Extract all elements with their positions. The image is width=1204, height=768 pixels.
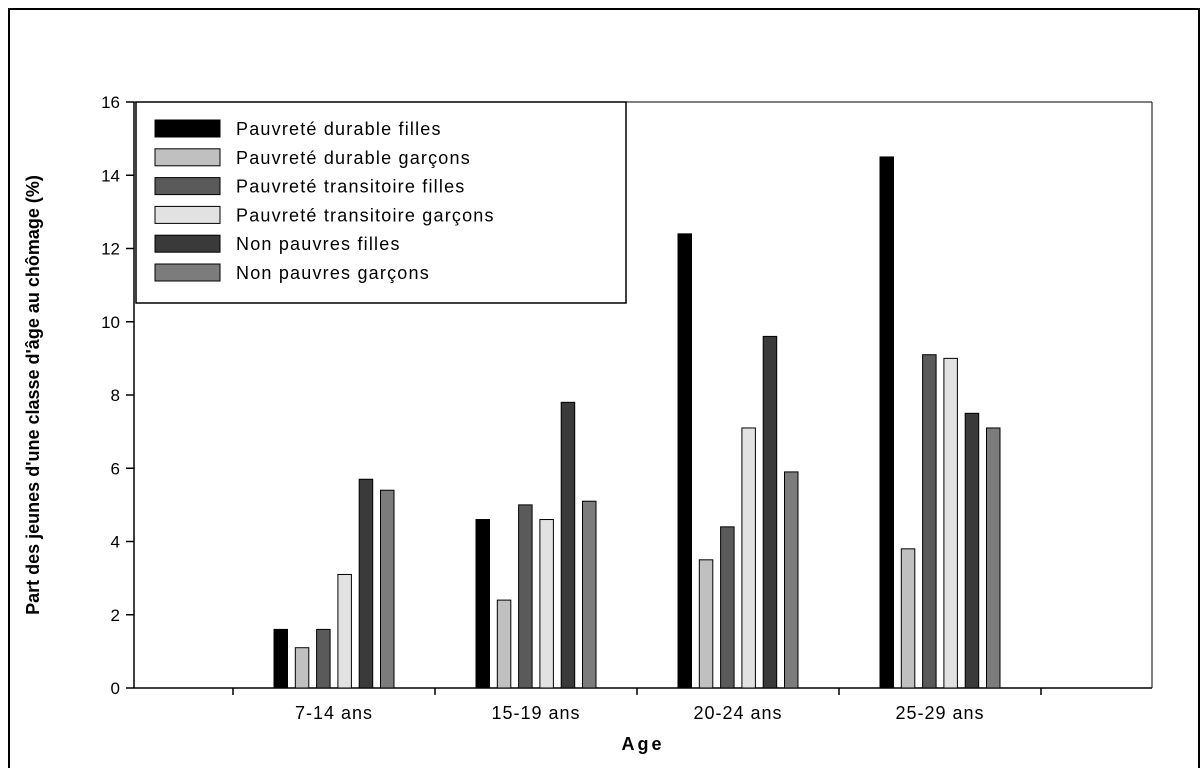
y-tick-label: 0	[111, 679, 120, 698]
bar	[922, 354, 937, 689]
y-tick-label: 14	[101, 166, 120, 185]
bar	[273, 628, 288, 689]
x-categories: 7-14 ans 15-19 ans 20-24 ans 25-29 ans	[232, 688, 1042, 723]
bar	[496, 599, 512, 689]
legend-swatch	[154, 205, 221, 224]
bar	[900, 548, 916, 689]
bar	[582, 500, 597, 689]
legend-label: Pauvreté transitoire filles	[236, 177, 466, 197]
y-tick-label: 2	[111, 606, 120, 625]
bar	[539, 519, 554, 689]
bar	[720, 526, 735, 689]
legend-label: Pauvreté durable garçons	[236, 148, 471, 168]
bar	[560, 401, 576, 689]
y-tick-label: 10	[101, 313, 120, 332]
bar	[986, 427, 1001, 689]
legend-label: Non pauvres filles	[236, 234, 401, 254]
x-category-label: 7-14 ans	[295, 703, 373, 723]
bar	[964, 412, 980, 689]
bar	[380, 489, 395, 689]
bar	[698, 559, 714, 689]
y-tick-label: 8	[111, 386, 120, 405]
bars	[273, 156, 1001, 689]
chart-frame	[8, 8, 1200, 768]
legend-label: Non pauvres garçons	[236, 263, 430, 283]
y-tick-label: 4	[111, 533, 120, 552]
bar	[784, 471, 799, 689]
legend-swatch	[154, 234, 221, 253]
legend-swatch	[154, 263, 221, 282]
bar	[762, 335, 778, 689]
x-category-label: 15-19 ans	[491, 703, 580, 723]
bar	[294, 647, 310, 689]
bar	[337, 573, 352, 689]
bar	[358, 478, 374, 689]
bar	[677, 233, 692, 689]
x-category-label: 20-24 ans	[693, 703, 782, 723]
legend-swatch	[154, 119, 221, 138]
x-category-label: 25-29 ans	[895, 703, 984, 723]
bar	[518, 504, 533, 689]
bar	[316, 628, 331, 689]
bar	[879, 156, 894, 689]
y-tick-label: 6	[111, 459, 120, 478]
legend: Pauvreté durable filles Pauvreté durable …	[135, 101, 627, 304]
bar	[741, 427, 756, 689]
bar	[943, 357, 958, 689]
x-axis-label: Age	[621, 734, 664, 754]
legend-swatch	[154, 148, 221, 167]
legend-label: Pauvreté durable filles	[236, 119, 442, 139]
y-axis-label: Part des jeunes d'une classe d'âge au ch…	[23, 175, 43, 615]
y-tick-label: 12	[101, 240, 120, 259]
y-ticks: 0 2 4 6 8 10 12 14 16	[101, 93, 134, 698]
bar	[475, 519, 490, 689]
legend-label: Pauvreté transitoire garçons	[236, 205, 495, 225]
y-tick-label: 16	[101, 93, 120, 112]
legend-swatch	[154, 177, 221, 196]
